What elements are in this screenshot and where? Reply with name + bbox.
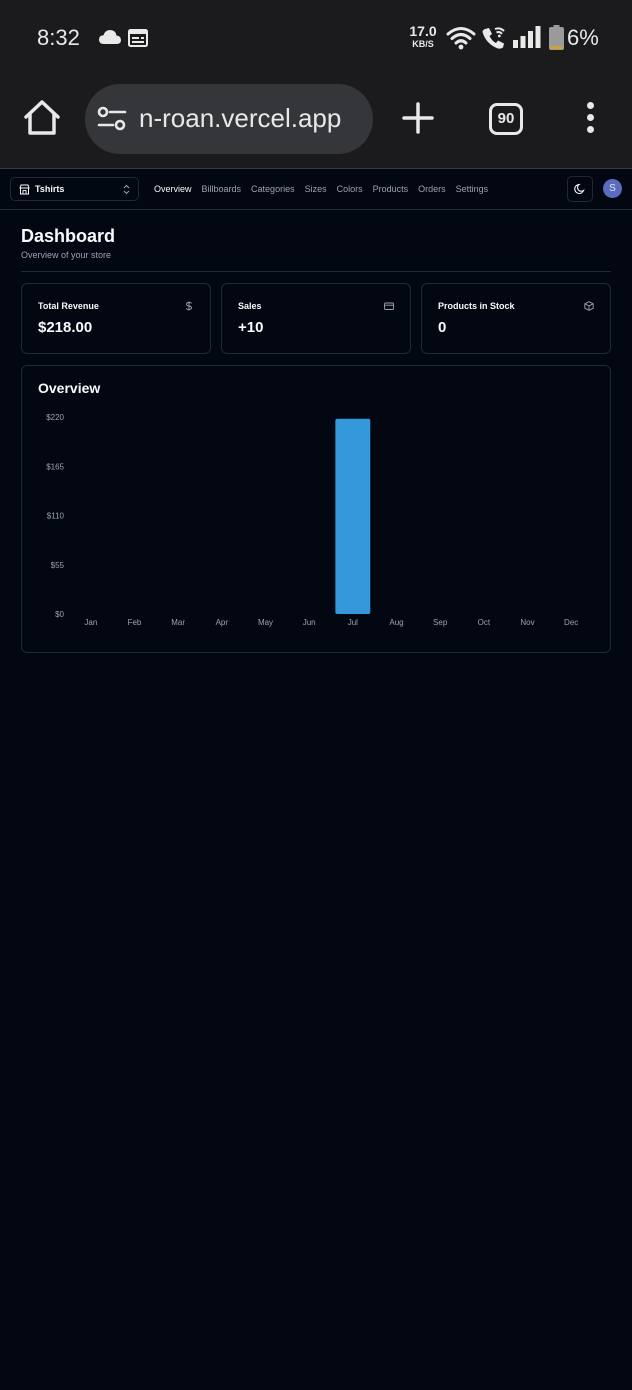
x-tick-label: May [258, 618, 273, 627]
nav-links: Overview Billboards Categories Sizes Col… [154, 184, 498, 194]
card-title: Sales [238, 301, 262, 311]
store-switcher[interactable]: Tshirts [10, 177, 139, 201]
site-settings-icon[interactable] [97, 106, 127, 132]
url-text[interactable]: n-roan.vercel.app [139, 103, 342, 133]
x-tick-label: Jan [84, 618, 97, 627]
theme-toggle-button[interactable] [567, 176, 593, 202]
x-tick-label: Aug [389, 618, 403, 627]
x-tick-label: Mar [171, 618, 185, 627]
package-icon [584, 301, 594, 311]
bar-jul[interactable] [335, 418, 371, 614]
y-tick-label: $0 [55, 610, 64, 619]
y-tick-label: $165 [46, 462, 64, 471]
plus-icon[interactable] [400, 100, 436, 136]
x-tick-label: Sep [433, 618, 448, 627]
dollar-icon [185, 301, 192, 311]
x-tick-label: Feb [128, 618, 142, 627]
browser-toolbar: n-roan.vercel.app 90 [0, 76, 632, 169]
page-title: Dashboard [21, 226, 116, 246]
nav-link-overview[interactable]: Overview [154, 184, 192, 194]
menu-icon[interactable] [580, 102, 600, 136]
network-speed-unit: KB/S [412, 39, 434, 49]
nav-link-billboards[interactable]: Billboards [201, 184, 242, 194]
nav-link-colors[interactable]: Colors [336, 184, 363, 194]
products-in-stock-card: Products in Stock 0 [421, 283, 611, 354]
cloud-icon [99, 30, 121, 44]
chevrons-up-down-icon [123, 184, 130, 195]
sales-card: Sales +10 [221, 283, 411, 354]
nav-link-settings[interactable]: Settings [455, 184, 489, 194]
signal-icon [513, 26, 541, 48]
nav-link-categories[interactable]: Categories [251, 184, 295, 194]
page-subtitle: Overview of your store [21, 250, 112, 260]
battery-icon [549, 25, 564, 50]
x-tick-label: Oct [478, 618, 491, 627]
y-tick-label: $110 [47, 512, 65, 521]
card-title: Products in Stock [438, 301, 515, 311]
status-bar: 8:32 17.0 KB/S 6% [0, 0, 632, 76]
card-value: $218.00 [38, 319, 93, 336]
wifi-icon [446, 27, 476, 50]
battery-percent: 6% [567, 25, 599, 50]
address-bar[interactable]: n-roan.vercel.app [85, 84, 373, 154]
card-title: Total Revenue [38, 301, 99, 311]
main-nav: Tshirts Overview Billboards Categories S… [0, 170, 632, 210]
x-tick-label: Nov [520, 618, 534, 627]
home-icon[interactable] [22, 98, 62, 138]
status-time: 8:32 [37, 25, 80, 50]
card-value: +10 [238, 319, 264, 336]
nav-link-products[interactable]: Products [372, 184, 409, 194]
x-tick-label: Apr [216, 618, 229, 627]
user-avatar[interactable]: S [603, 179, 622, 198]
total-revenue-card: Total Revenue $218.00 [21, 283, 211, 354]
network-speed: 17.0 KB/S [408, 23, 438, 50]
nav-link-sizes[interactable]: Sizes [304, 184, 327, 194]
x-tick-label: Jul [348, 618, 358, 627]
overview-bar-chart: $0 $55 $110 $165 $220 Jan Feb Mar Apr May Jun Jul Au… [46, 413, 578, 627]
divider [21, 271, 611, 272]
overview-chart-card: Overview $0 $55 $110 $165 $220 Jan Feb Mar Apr Ma… [21, 365, 611, 653]
moon-icon [574, 183, 585, 195]
store-icon [19, 184, 30, 195]
credit-card-icon [384, 302, 394, 310]
y-tick-label: $220 [46, 413, 64, 422]
wifi-call-icon [482, 27, 505, 49]
store-switcher-label: Tshirts [35, 184, 65, 194]
chart-title: Overview [38, 380, 101, 396]
network-speed-value: 17.0 [409, 23, 437, 39]
y-tick-label: $55 [51, 561, 65, 570]
x-tick-label: Jun [303, 618, 316, 627]
card-value: 0 [438, 319, 447, 336]
x-tick-label: Dec [564, 618, 578, 627]
nav-link-orders[interactable]: Orders [418, 184, 446, 194]
tab-switcher-button[interactable]: 90 [489, 103, 523, 135]
calendar-icon [128, 29, 148, 47]
